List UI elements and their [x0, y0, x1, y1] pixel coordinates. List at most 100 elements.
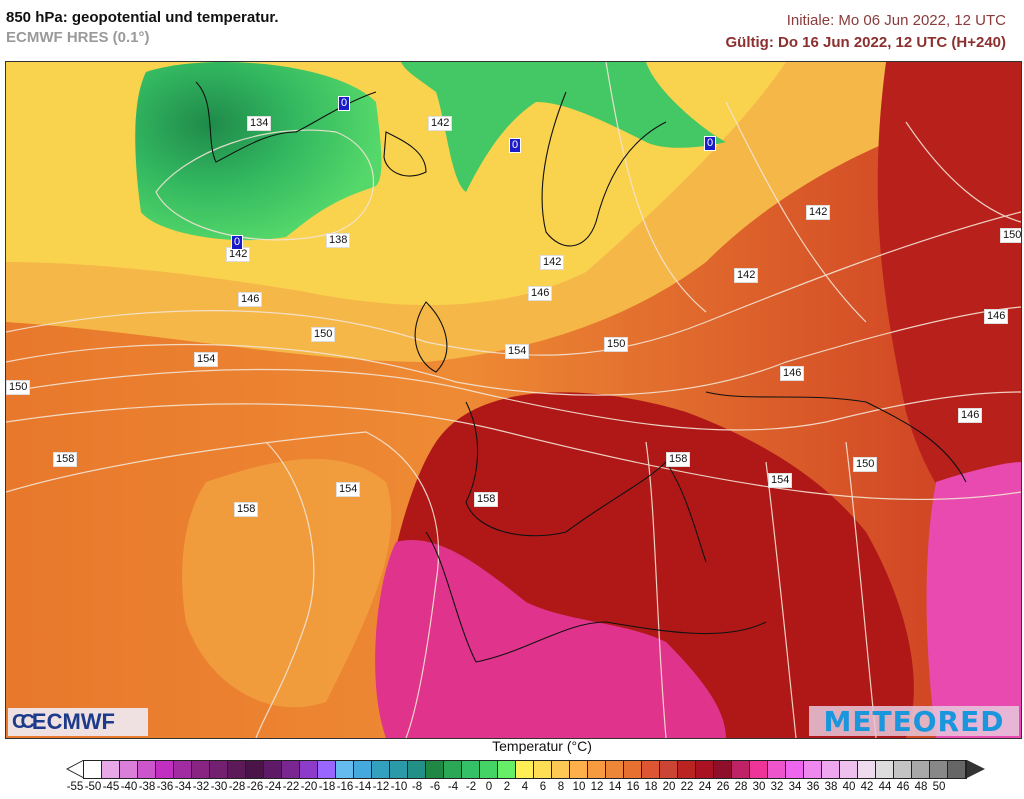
zero-isotherm-label: 0 [338, 96, 351, 111]
legend-swatch [768, 761, 786, 778]
legend-swatch [930, 761, 948, 778]
legend-tick: 6 [539, 781, 547, 793]
geopotential-label: 146 [780, 366, 805, 381]
legend-tick: -38 [138, 781, 156, 793]
legend-tick: 30 [752, 781, 766, 793]
geopotential-label: 150 [1000, 228, 1021, 243]
geopotential-label: 150 [6, 380, 31, 395]
legend-tick: 40 [842, 781, 856, 793]
legend-tick: -36 [156, 781, 174, 793]
geopotential-label: 150 [604, 337, 629, 352]
legend-title: Temperatur (°C) [492, 738, 592, 754]
legend-tick: -24 [264, 781, 282, 793]
legend-swatch [786, 761, 804, 778]
legend-tick: -26 [246, 781, 264, 793]
geopotential-label: 150 [311, 327, 336, 342]
legend-tick: -45 [102, 781, 120, 793]
legend-colorbar [83, 760, 967, 779]
ecmwf-logo-icon: CC [12, 710, 35, 733]
legend-tick: -20 [300, 781, 318, 793]
legend-swatch [534, 761, 552, 778]
legend-swatch [840, 761, 858, 778]
legend-tick: -6 [429, 781, 441, 793]
legend-swatch [696, 761, 714, 778]
legend-swatch [516, 761, 534, 778]
legend-tick: -2 [465, 781, 477, 793]
legend-tick: -8 [411, 781, 423, 793]
ecmwf-logo: CC ECMWF [8, 708, 148, 736]
zero-isotherm-label: 0 [704, 136, 717, 151]
legend-swatch [444, 761, 462, 778]
legend-tick: 32 [770, 781, 784, 793]
legend-swatch [426, 761, 444, 778]
legend-swatch [714, 761, 732, 778]
geopotential-label: 142 [540, 255, 565, 270]
legend-tick: 46 [896, 781, 910, 793]
legend-arrow-left-icon [66, 760, 83, 778]
legend-tick: 18 [644, 781, 658, 793]
legend-swatch [408, 761, 426, 778]
legend-swatch [264, 761, 282, 778]
legend-tick: -28 [228, 781, 246, 793]
legend-swatch [84, 761, 102, 778]
legend-tick: -30 [210, 781, 228, 793]
legend-swatch [462, 761, 480, 778]
legend-swatch [138, 761, 156, 778]
legend-tick: -34 [174, 781, 192, 793]
legend-tick: 10 [572, 781, 586, 793]
legend-swatch [858, 761, 876, 778]
legend-swatch [894, 761, 912, 778]
legend-swatch [804, 761, 822, 778]
legend-tick: 16 [626, 781, 640, 793]
legend-swatch [336, 761, 354, 778]
legend-tick: -10 [390, 781, 408, 793]
weather-map[interactable]: 134 142 142 138 146 150 154 150 158 158 154 158 142 1… [5, 61, 1022, 739]
legend-tick: 26 [716, 781, 730, 793]
legend-tick: -12 [372, 781, 390, 793]
legend-swatch [642, 761, 660, 778]
legend-swatch [498, 761, 516, 778]
legend-tick: -14 [354, 781, 372, 793]
geopotential-label: 142 [428, 116, 453, 131]
legend-tick: -16 [336, 781, 354, 793]
legend-swatch [372, 761, 390, 778]
legend-swatch [624, 761, 642, 778]
legend-tick: 34 [788, 781, 802, 793]
geopotential-label: 158 [666, 452, 691, 467]
legend-tick: -4 [447, 781, 459, 793]
geopotential-label: 146 [528, 286, 553, 301]
temperature-field [6, 62, 1021, 738]
legend-swatch [246, 761, 264, 778]
legend-swatch [120, 761, 138, 778]
geopotential-label: 142 [806, 205, 831, 220]
legend-tick: 2 [503, 781, 511, 793]
legend-tick: 20 [662, 781, 676, 793]
legend-tick: 4 [521, 781, 529, 793]
header-left: 850 hPa: geopotential und temperatur. EC… [6, 8, 279, 48]
init-time: Initiale: Mo 06 Jun 2022, 12 UTC [786, 12, 1006, 29]
legend-arrow-right-icon [967, 760, 985, 778]
legend-swatch [102, 761, 120, 778]
legend-swatch [228, 761, 246, 778]
legend-tick: 48 [914, 781, 928, 793]
geopotential-label: 154 [194, 352, 219, 367]
legend-tick: -55 [66, 781, 84, 793]
legend-swatch [588, 761, 606, 778]
legend-tick: 14 [608, 781, 622, 793]
legend-tick: 8 [557, 781, 565, 793]
legend-tick: -32 [192, 781, 210, 793]
legend-tick: -18 [318, 781, 336, 793]
legend-swatch [822, 761, 840, 778]
zero-isotherm-label: 0 [509, 138, 522, 153]
legend-tick: 50 [932, 781, 946, 793]
legend-tick: 12 [590, 781, 604, 793]
geopotential-label: 146 [958, 408, 983, 423]
geopotential-label: 138 [326, 233, 351, 248]
legend-swatch [876, 761, 894, 778]
legend-tick: 36 [806, 781, 820, 793]
legend-swatch [948, 761, 966, 778]
legend-swatch [210, 761, 228, 778]
legend-tick: 28 [734, 781, 748, 793]
legend-swatch [156, 761, 174, 778]
geopotential-label: 134 [247, 116, 272, 131]
